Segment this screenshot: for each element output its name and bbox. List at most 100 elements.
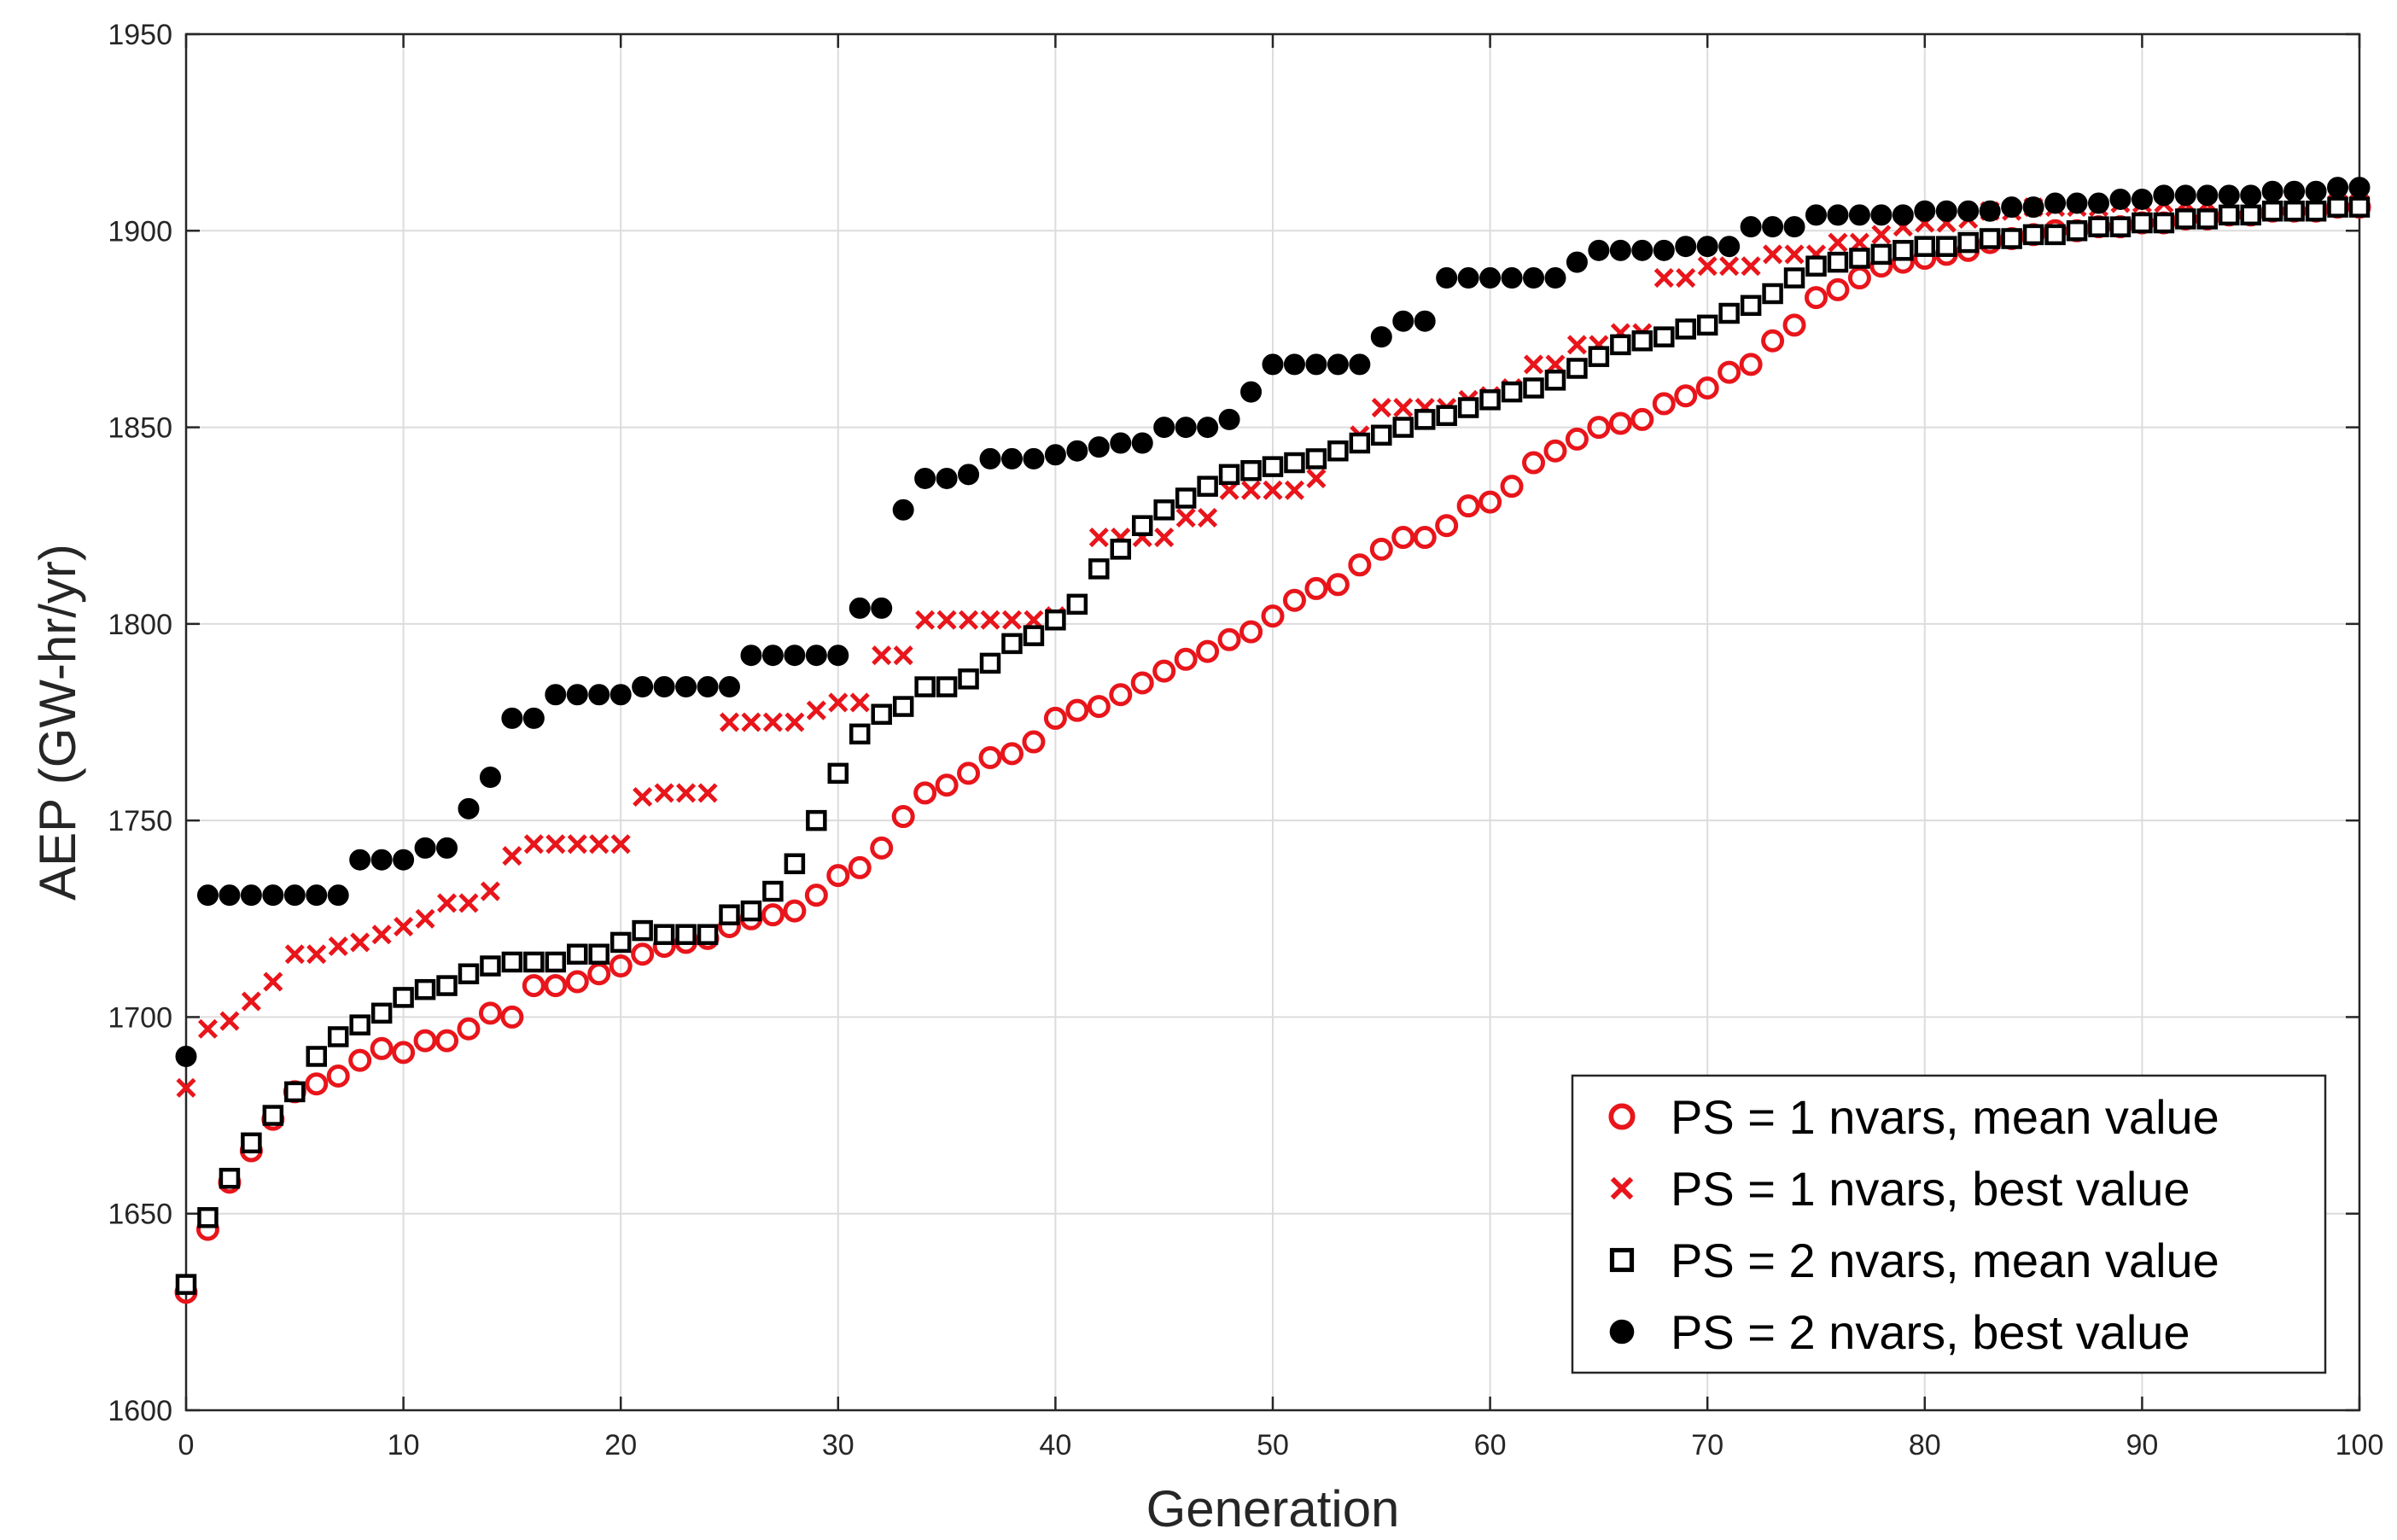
data-point bbox=[936, 610, 957, 630]
data-point bbox=[1849, 232, 1869, 253]
data-point bbox=[1175, 507, 1196, 528]
data-point bbox=[1435, 514, 1459, 538]
data-point bbox=[2131, 188, 2153, 210]
y-tick-label: 1750 bbox=[108, 805, 172, 837]
series-3 bbox=[175, 196, 2371, 1295]
data-point bbox=[1024, 610, 1044, 630]
data-point bbox=[262, 884, 284, 907]
data-point bbox=[1197, 417, 1219, 439]
data-point bbox=[263, 971, 283, 992]
data-point bbox=[2153, 184, 2175, 207]
data-point bbox=[1762, 216, 1784, 238]
data-point bbox=[1436, 267, 1458, 289]
data-point bbox=[1370, 326, 1392, 348]
data-point bbox=[1306, 468, 1327, 488]
data-point bbox=[979, 447, 1001, 470]
data-point bbox=[1261, 604, 1285, 628]
data-point bbox=[1174, 647, 1198, 671]
data-point bbox=[1783, 216, 1805, 238]
data-point bbox=[328, 936, 348, 957]
data-point bbox=[1718, 360, 1741, 384]
data-point bbox=[457, 1017, 481, 1041]
data-point bbox=[1740, 295, 1762, 317]
data-point bbox=[478, 1001, 502, 1025]
data-point bbox=[1892, 204, 1914, 226]
data-point bbox=[1239, 620, 1263, 644]
data-point bbox=[1154, 527, 1175, 548]
data-point bbox=[588, 943, 609, 965]
data-point bbox=[502, 846, 522, 866]
data-point bbox=[1065, 698, 1089, 722]
data-point bbox=[827, 762, 849, 785]
y-tick-label: 1850 bbox=[108, 412, 172, 445]
data-point bbox=[1871, 225, 1892, 245]
data-point bbox=[1109, 683, 1133, 707]
data-point bbox=[175, 1274, 197, 1295]
data-point bbox=[1718, 236, 1741, 258]
data-point bbox=[761, 903, 784, 927]
data-point bbox=[762, 712, 783, 732]
data-point bbox=[1523, 377, 1544, 399]
data-point bbox=[1240, 459, 1262, 481]
data-point bbox=[567, 834, 587, 855]
data-point bbox=[414, 837, 436, 859]
data-point bbox=[1957, 200, 1980, 222]
data-point bbox=[2196, 208, 2219, 230]
data-point bbox=[392, 1041, 416, 1065]
data-point bbox=[719, 712, 740, 732]
data-point bbox=[740, 900, 762, 922]
data-point bbox=[1631, 330, 1653, 352]
data-point bbox=[914, 467, 936, 489]
legend-label: PS = 1 nvars, best value bbox=[1671, 1162, 2190, 1216]
data-point bbox=[2196, 184, 2219, 207]
y-tick-label: 1950 bbox=[108, 19, 172, 51]
data-point bbox=[350, 932, 370, 953]
data-point bbox=[2001, 228, 2022, 249]
data-point bbox=[1805, 204, 1827, 226]
data-point bbox=[1197, 475, 1218, 497]
data-point bbox=[241, 991, 261, 1012]
data-point bbox=[1088, 527, 1109, 548]
data-point bbox=[2044, 224, 2066, 246]
data-point bbox=[1893, 240, 1914, 261]
data-point bbox=[1284, 452, 1305, 474]
data-point bbox=[1043, 706, 1067, 730]
x-tick-label: 70 bbox=[1691, 1429, 1723, 1461]
data-point bbox=[784, 712, 805, 732]
data-point bbox=[827, 645, 849, 667]
data-point bbox=[2261, 201, 2283, 222]
data-point bbox=[349, 1014, 370, 1035]
data-point bbox=[326, 1065, 350, 1088]
x-axis-label: Generation bbox=[1146, 1480, 1400, 1537]
x-tick-label: 0 bbox=[178, 1429, 195, 1461]
data-point bbox=[1739, 353, 1763, 376]
data-point bbox=[1479, 267, 1502, 289]
data-point bbox=[872, 645, 892, 666]
data-point bbox=[1218, 464, 1240, 486]
data-point bbox=[523, 951, 545, 973]
data-point bbox=[1327, 353, 1349, 376]
data-point bbox=[1371, 424, 1392, 446]
data-point bbox=[1630, 407, 1654, 431]
data-point bbox=[1219, 480, 1239, 500]
data-point bbox=[1305, 448, 1327, 470]
data-point bbox=[1196, 639, 1220, 663]
data-point bbox=[370, 1036, 394, 1060]
data-point bbox=[1718, 302, 1740, 324]
data-point bbox=[1066, 593, 1088, 615]
data-point bbox=[1676, 268, 1696, 289]
data-point bbox=[2348, 196, 2371, 218]
legend-label: PS = 2 nvars, mean value bbox=[1671, 1234, 2219, 1287]
data-point bbox=[393, 849, 415, 871]
legend-item: PS = 2 nvars, mean value bbox=[1609, 1234, 2219, 1287]
data-point bbox=[1565, 427, 1589, 451]
data-point bbox=[1849, 248, 1870, 269]
data-point bbox=[1501, 267, 1523, 289]
data-point bbox=[783, 899, 807, 923]
data-point bbox=[1088, 558, 1110, 580]
data-point bbox=[522, 707, 545, 729]
data-point bbox=[1436, 405, 1457, 427]
data-point bbox=[1827, 251, 1849, 273]
data-point bbox=[631, 942, 655, 966]
x-tick-label: 60 bbox=[1474, 1429, 1507, 1461]
